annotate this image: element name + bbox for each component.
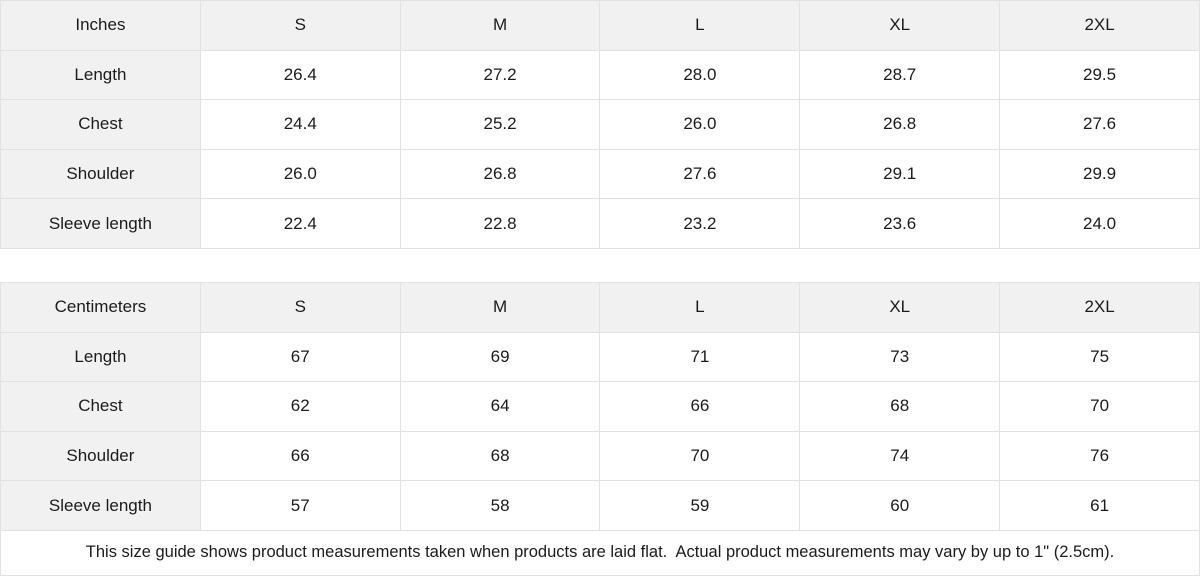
table-spacer xyxy=(0,248,1200,282)
measurement-label-cell: Chest xyxy=(0,99,201,150)
measurement-value-cell: 24.0 xyxy=(999,198,1200,249)
size-header-cell: L xyxy=(599,0,801,51)
measurement-label-cell: Length xyxy=(0,49,201,101)
size-header-cell: S xyxy=(199,0,401,51)
measurement-label-cell: Sleeve length xyxy=(0,198,201,249)
measurement-value-cell: 25.2 xyxy=(399,99,601,150)
measurement-value-cell: 61 xyxy=(999,480,1200,531)
table-row: Chest 24.4 25.2 26.0 26.8 27.6 xyxy=(0,99,1200,150)
measurement-value-cell: 60 xyxy=(799,480,1001,531)
measurement-label-cell: Chest xyxy=(0,381,201,432)
table-row: Chest 62 64 66 68 70 xyxy=(0,381,1200,432)
measurement-value-cell: 27.6 xyxy=(599,148,801,200)
measurement-value-cell: 66 xyxy=(599,381,801,432)
centimeters-header-row: Centimeters S M L XL 2XL xyxy=(0,281,1200,333)
measurement-label-cell: Length xyxy=(0,331,201,383)
size-header-cell: M xyxy=(399,281,601,333)
measurement-value-cell: 29.1 xyxy=(799,148,1001,200)
measurement-value-cell: 29.5 xyxy=(999,49,1200,101)
measurement-value-cell: 26.8 xyxy=(399,148,601,200)
size-header-cell: S xyxy=(199,281,401,333)
measurement-value-cell: 28.7 xyxy=(799,49,1001,101)
measurement-value-cell: 62 xyxy=(199,381,401,432)
measurement-value-cell: 58 xyxy=(399,480,601,531)
measurement-value-cell: 66 xyxy=(199,430,401,482)
measurement-value-cell: 68 xyxy=(799,381,1001,432)
size-guide-note: This size guide shows product measuremen… xyxy=(0,530,1200,576)
size-header-cell: M xyxy=(399,0,601,51)
size-header-cell: XL xyxy=(799,281,1001,333)
measurement-value-cell: 68 xyxy=(399,430,601,482)
measurement-value-cell: 73 xyxy=(799,331,1001,383)
size-header-cell: L xyxy=(599,281,801,333)
measurement-value-cell: 57 xyxy=(199,480,401,531)
measurement-value-cell: 23.2 xyxy=(599,198,801,249)
measurement-value-cell: 26.0 xyxy=(199,148,401,200)
unit-header-cell: Centimeters xyxy=(0,281,201,333)
measurement-value-cell: 22.8 xyxy=(399,198,601,249)
table-row: Shoulder 26.0 26.8 27.6 29.1 29.9 xyxy=(0,148,1200,200)
measurement-label-cell: Shoulder xyxy=(0,148,201,200)
unit-header-cell: Inches xyxy=(0,0,201,51)
measurement-value-cell: 27.6 xyxy=(999,99,1200,150)
measurement-value-cell: 76 xyxy=(999,430,1200,482)
size-header-cell: 2XL xyxy=(999,281,1200,333)
inches-header-row: Inches S M L XL 2XL xyxy=(0,0,1200,51)
size-header-cell: XL xyxy=(799,0,1001,51)
measurement-value-cell: 23.6 xyxy=(799,198,1001,249)
measurement-value-cell: 71 xyxy=(599,331,801,383)
measurement-value-cell: 67 xyxy=(199,331,401,383)
table-row: Length 67 69 71 73 75 xyxy=(0,331,1200,383)
table-row: Sleeve length 22.4 22.8 23.2 23.6 24.0 xyxy=(0,198,1200,249)
measurement-value-cell: 64 xyxy=(399,381,601,432)
table-row: Length 26.4 27.2 28.0 28.7 29.5 xyxy=(0,49,1200,101)
measurement-value-cell: 24.4 xyxy=(199,99,401,150)
measurement-value-cell: 26.4 xyxy=(199,49,401,101)
size-header-cell: 2XL xyxy=(999,0,1200,51)
measurement-value-cell: 28.0 xyxy=(599,49,801,101)
measurement-value-cell: 75 xyxy=(999,331,1200,383)
measurement-value-cell: 59 xyxy=(599,480,801,531)
centimeters-size-table: Centimeters S M L XL 2XL Length 67 69 71… xyxy=(0,281,1200,531)
measurement-value-cell: 69 xyxy=(399,331,601,383)
measurement-value-cell: 26.0 xyxy=(599,99,801,150)
measurement-label-cell: Sleeve length xyxy=(0,480,201,531)
measurement-value-cell: 29.9 xyxy=(999,148,1200,200)
table-row: Shoulder 66 68 70 74 76 xyxy=(0,430,1200,482)
measurement-value-cell: 27.2 xyxy=(399,49,601,101)
measurement-value-cell: 70 xyxy=(599,430,801,482)
table-row: Sleeve length 57 58 59 60 61 xyxy=(0,480,1200,531)
measurement-value-cell: 70 xyxy=(999,381,1200,432)
measurement-value-cell: 26.8 xyxy=(799,99,1001,150)
measurement-label-cell: Shoulder xyxy=(0,430,201,482)
inches-size-table: Inches S M L XL 2XL Length 26.4 27.2 28.… xyxy=(0,0,1200,249)
measurement-value-cell: 74 xyxy=(799,430,1001,482)
measurement-value-cell: 22.4 xyxy=(199,198,401,249)
